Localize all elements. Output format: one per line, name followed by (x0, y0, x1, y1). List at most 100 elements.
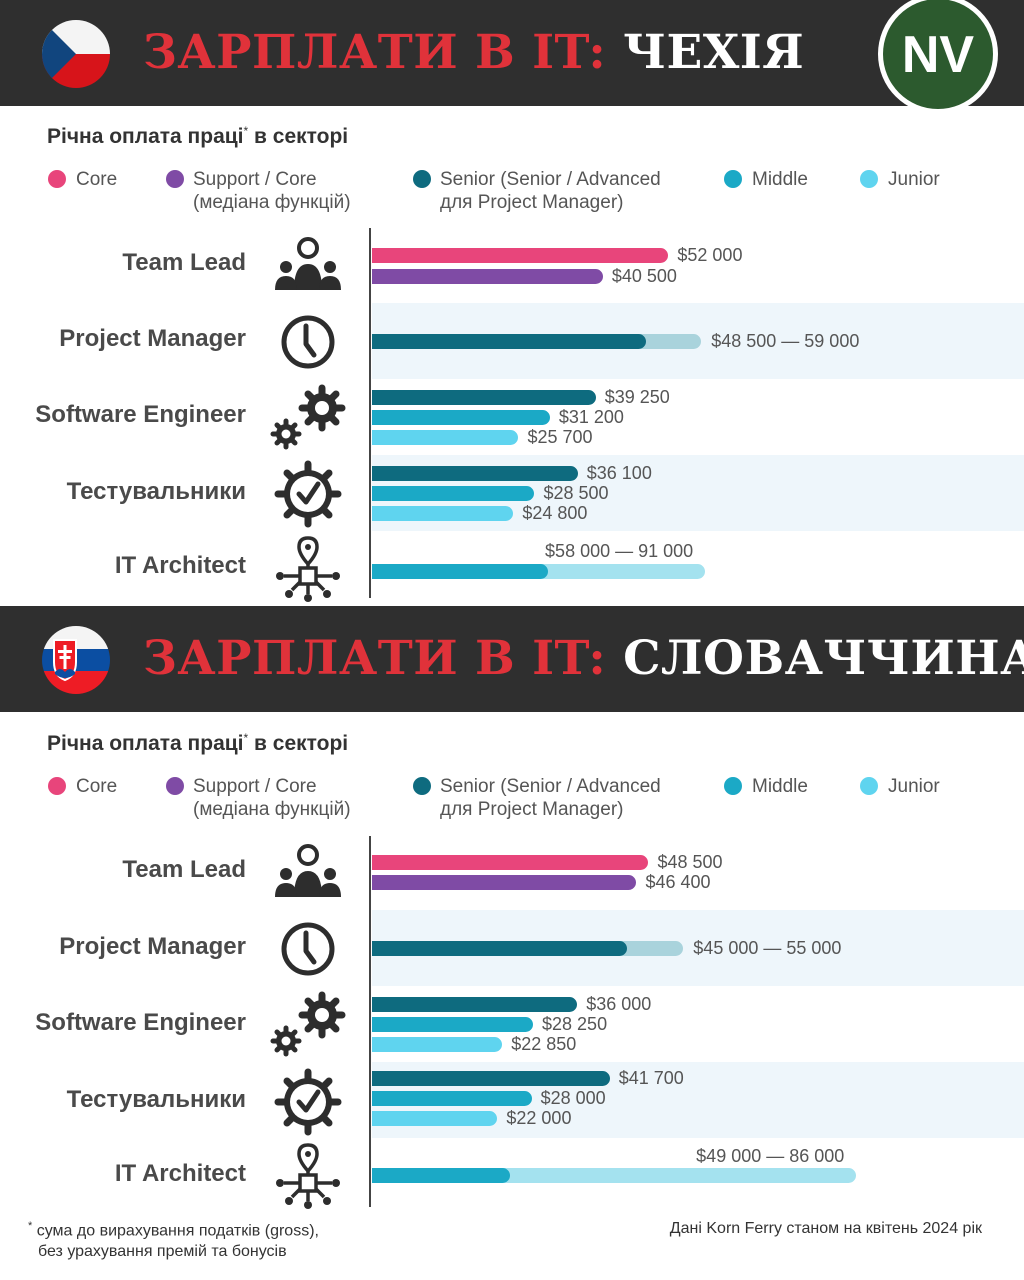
range-bar-min (372, 941, 627, 956)
bar-support-core (372, 269, 603, 284)
value-axis (369, 836, 371, 1207)
legend-support-line1: Support / Core (193, 169, 317, 190)
legend-middle-label: Middle (752, 776, 808, 797)
footnote-line1: сума до вирахування податків (gross), (36, 1222, 319, 1240)
data-label: $25 700 (527, 427, 593, 447)
data-label: $28 250 (542, 1014, 608, 1034)
slovakia-flag-icon (42, 626, 110, 694)
legend-junior-dot (860, 170, 878, 188)
legend-senior-line1: Senior (Senior / Advanced (440, 776, 661, 797)
legend-support-label: Support / Core (медіана функцій) (193, 775, 351, 821)
legend-core-dot (48, 170, 66, 188)
bar-middle (372, 486, 535, 501)
data-label: $28 000 (540, 1088, 606, 1108)
czech-title-country: ЧЕХІЯ (623, 25, 805, 80)
bar-senior (372, 390, 596, 405)
bar-core (372, 248, 669, 263)
footnote-line2: без урахування премій та бонусів (38, 1243, 287, 1261)
slovakia-title-red: ЗАРПЛАТИ В IT: (143, 631, 607, 686)
czech-subtitle-star: * (243, 124, 249, 138)
data-label: $28 500 (543, 483, 609, 503)
slovakia-header: ЗАРПЛАТИ В IT: СЛОВАЧЧИНА (0, 606, 1024, 712)
category-label: Software Engineer (35, 1009, 246, 1036)
footnote: * сума до вирахування податків (gross), … (28, 1216, 319, 1262)
category-label: Team Lead (122, 249, 246, 276)
legend-support-dot (166, 777, 184, 795)
bar-junior (372, 1037, 503, 1052)
legend-core-dot (48, 777, 66, 795)
legend-senior-label: Senior (Senior / Advanced для Project Man… (440, 775, 661, 821)
data-label: $41 700 (618, 1068, 684, 1088)
legend-junior-dot (860, 777, 878, 795)
slovakia-title-country: СЛОВАЧЧИНА (623, 631, 1024, 686)
clock-icon (270, 913, 346, 985)
data-source: Дані Korn Ferry станом на квітень 2024 р… (669, 1220, 982, 1237)
czech-title: ЗАРПЛАТИ В IT: ЧЕХІЯ (143, 18, 804, 88)
range-bar-min (372, 1168, 511, 1183)
data-label: $45 000 — 55 000 (693, 938, 842, 958)
data-label: $31 200 (558, 407, 624, 427)
range-bar-min (372, 564, 548, 579)
legend-support-line1: Support / Core (193, 776, 317, 797)
checkmark-gear-icon (270, 458, 346, 530)
category-label: Software Engineer (35, 401, 246, 428)
data-label: $52 000 (677, 245, 743, 265)
bar-middle (372, 1091, 532, 1106)
legend-middle-dot (724, 170, 742, 188)
slovakia-title: ЗАРПЛАТИ В IT: СЛОВАЧЧИНА (143, 624, 1024, 694)
legend-senior-line2: для Project Manager) (440, 192, 624, 213)
legend-core-label: Core (76, 169, 118, 190)
bar-middle (372, 1017, 534, 1032)
legend-senior-label: Senior (Senior / Advanced для Project Man… (440, 168, 661, 214)
czech-subtitle-main: Річна оплата праці (47, 125, 244, 148)
legend-senior-line1: Senior (Senior / Advanced (440, 169, 661, 190)
category-label: Project Manager (59, 325, 246, 352)
legend-support-dot (166, 170, 184, 188)
czech-header: ЗАРПЛАТИ В IT: ЧЕХІЯ (0, 0, 1024, 106)
legend-junior-label: Junior (888, 169, 940, 190)
clock-icon (270, 306, 346, 378)
legend-junior-label: Junior (888, 776, 940, 797)
slovakia-subtitle-main: Річна оплата праці (47, 732, 244, 755)
legend-senior-line2: для Project Manager) (440, 799, 624, 820)
czech-subtitle: Річна оплата праці* в секторі (47, 124, 348, 149)
data-label: $36 100 (586, 463, 652, 483)
footnote-star: * (28, 1220, 33, 1232)
team-icon (270, 841, 346, 913)
czech-chart: Team Lead $52 000 $40 500 Project Manager $4… (0, 0, 1024, 602)
slovakia-subtitle-tail: в секторі (254, 732, 349, 755)
data-label: $39 250 (604, 387, 670, 407)
gears-icon (270, 384, 346, 456)
gears-icon (270, 991, 346, 1063)
bar-middle (372, 410, 550, 425)
category-label: Team Lead (122, 856, 246, 883)
bar-senior (372, 466, 578, 481)
nv-logo: NV (872, 0, 1004, 118)
data-label: $24 800 (522, 503, 588, 523)
checkmark-gear-icon (270, 1066, 346, 1138)
category-label: IT Architect (114, 1160, 246, 1187)
bar-support-core (372, 875, 637, 890)
network-pin-icon (270, 1141, 346, 1213)
bar-junior (372, 506, 514, 521)
data-label: $46 400 (645, 872, 711, 892)
category-label: Тестувальники (66, 1086, 246, 1113)
legend-middle-dot (724, 777, 742, 795)
legend-support-line2: (медіана функцій) (193, 192, 351, 213)
data-label: $58 000 — 91 000 (545, 541, 694, 561)
category-label: IT Architect (114, 552, 246, 579)
nv-logo-text: NV (902, 26, 975, 84)
category-label: Project Manager (59, 933, 246, 960)
legend-core-label: Core (76, 776, 118, 797)
bar-senior (372, 1071, 610, 1086)
data-label: $22 850 (511, 1034, 577, 1054)
range-bar-min (372, 334, 647, 349)
data-label: $48 500 — 59 000 (711, 331, 860, 351)
legend-senior-dot (413, 170, 431, 188)
category-label: Тестувальники (66, 478, 246, 505)
data-label: $49 000 — 86 000 (696, 1146, 845, 1166)
data-label: $48 500 (657, 852, 723, 872)
data-label: $40 500 (611, 266, 677, 286)
legend-support-label: Support / Core (медіана функцій) (193, 168, 351, 214)
